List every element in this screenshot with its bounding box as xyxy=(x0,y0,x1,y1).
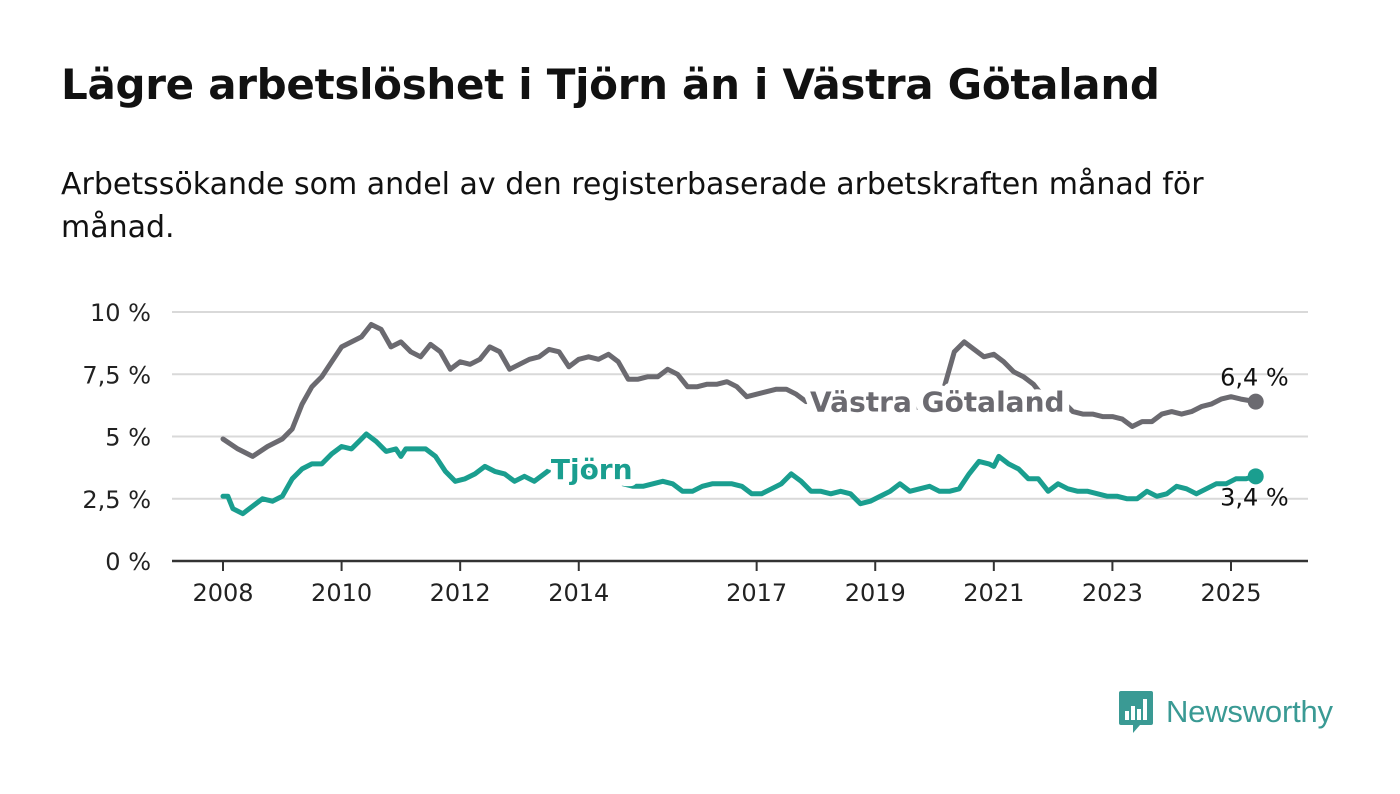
series-label-tjorn: Tjörn xyxy=(551,453,633,486)
y-axis-ticks: 0 % 2,5 % 5 % 7,5 % 10 % xyxy=(82,299,151,576)
x-axis: 2008 2010 2012 2014 2017 2019 2021 2023 2025 xyxy=(172,559,1308,607)
x-tick-label: 2023 xyxy=(1082,579,1143,607)
y-tick-label: 5 % xyxy=(105,424,151,452)
brand-name: Newsworthy xyxy=(1166,694,1333,729)
y-tick-label: 10 % xyxy=(90,299,151,327)
x-tick-label: 2012 xyxy=(430,579,491,607)
series-label-halo: Tjörn xyxy=(551,453,633,486)
series-label-halo: Västra Götaland xyxy=(810,386,1065,419)
series-line-tjorn xyxy=(220,431,1259,517)
series-lines xyxy=(220,322,1264,517)
y-tick-label: 7,5 % xyxy=(82,361,151,389)
end-value-label-tjorn: 3,4 % xyxy=(1220,483,1289,511)
chart-title: Lägre arbetslöshet i Tjörn än i Västra G… xyxy=(61,60,1160,109)
series-line-vastra-gotaland xyxy=(220,322,1259,459)
series-label-vastra-gotaland: Västra Götaland xyxy=(810,386,1065,419)
grid-lines xyxy=(172,311,1308,500)
y-tick-label: 0 % xyxy=(105,548,151,576)
end-marker-tjorn xyxy=(1247,468,1264,485)
y-tick-label: 2,5 % xyxy=(82,486,151,514)
x-tick-label: 2025 xyxy=(1200,579,1261,607)
x-tick-label: 2019 xyxy=(845,579,906,607)
x-tick-label: 2014 xyxy=(548,579,609,607)
end-value-label-vastra-gotaland: 6,4 % xyxy=(1220,364,1289,392)
end-marker-vastra-gotaland xyxy=(1247,393,1264,410)
x-tick-label: 2010 xyxy=(311,579,372,607)
x-tick-label: 2008 xyxy=(192,579,253,607)
x-tick-label: 2017 xyxy=(726,579,787,607)
newsworthy-logo-icon xyxy=(1119,691,1153,733)
chart-subtitle: Arbetssökande som andel av den registerb… xyxy=(61,167,1204,245)
x-tick-label: 2021 xyxy=(963,579,1024,607)
brand[interactable]: Newsworthy xyxy=(1118,688,1333,736)
